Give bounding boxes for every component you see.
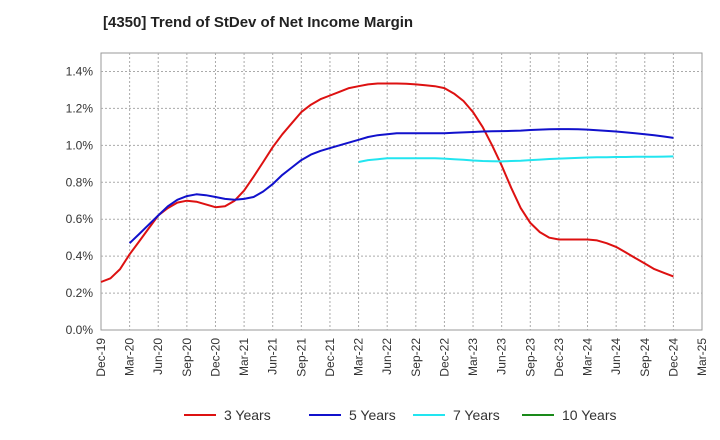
x-tick-label: Sep-21 bbox=[294, 338, 308, 377]
y-tick-label: 0.4% bbox=[66, 249, 94, 263]
series-line-7-years bbox=[358, 155, 674, 163]
x-tick-label: Dec-24 bbox=[666, 338, 680, 377]
x-tick-label: Sep-20 bbox=[180, 338, 194, 377]
x-tick-label: Mar-21 bbox=[237, 338, 251, 376]
x-tick-label: Sep-24 bbox=[638, 338, 652, 377]
x-tick-label: Mar-25 bbox=[695, 338, 709, 376]
series-line-3-years bbox=[100, 82, 674, 283]
x-tick-label: Dec-23 bbox=[552, 338, 566, 377]
x-tick-label: Jun-22 bbox=[380, 338, 394, 375]
x-tick-label: Sep-22 bbox=[409, 338, 423, 377]
chart-title: [4350] Trend of StDev of Net Income Marg… bbox=[103, 14, 414, 31]
series-line-5-years bbox=[128, 128, 674, 244]
x-tick-label: Mar-22 bbox=[352, 338, 366, 376]
x-tick-label: Jun-23 bbox=[495, 338, 509, 375]
legend-label: 7 Years bbox=[453, 407, 500, 423]
x-tick-label: Mar-24 bbox=[581, 338, 595, 376]
y-tick-label: 0.8% bbox=[66, 175, 94, 189]
grid bbox=[101, 53, 702, 330]
legend: 3 Years 5 Years 7 Years 10 Years bbox=[184, 407, 617, 423]
y-tick-label: 0.0% bbox=[66, 323, 94, 337]
plot-area bbox=[100, 52, 703, 331]
legend-label: 5 Years bbox=[349, 407, 396, 423]
x-tick-label: Dec-22 bbox=[437, 338, 451, 377]
legend-label: 10 Years bbox=[562, 407, 617, 423]
x-tick-label: Dec-19 bbox=[94, 338, 108, 377]
x-tick-label: Jun-20 bbox=[151, 338, 165, 375]
legend-label: 3 Years bbox=[224, 407, 271, 423]
x-tick-label: Dec-20 bbox=[208, 338, 222, 377]
y-tick-label: 0.2% bbox=[66, 286, 94, 300]
y-tick-label: 1.2% bbox=[66, 101, 94, 115]
x-tick-label: Mar-23 bbox=[466, 338, 480, 376]
x-tick-label: Jun-21 bbox=[266, 338, 280, 375]
y-axis: 0.0% 0.2% 0.4% 0.6% 0.8% 1.0% 1.2% 1.4% bbox=[66, 64, 94, 337]
y-tick-label: 1.4% bbox=[66, 64, 94, 78]
y-tick-label: 0.6% bbox=[66, 212, 94, 226]
x-tick-label: Mar-20 bbox=[123, 338, 137, 376]
x-tick-label: Sep-23 bbox=[523, 338, 537, 377]
series-group bbox=[100, 82, 674, 283]
x-tick-label: Jun-24 bbox=[609, 338, 623, 375]
x-axis: Dec-19 Mar-20 Jun-20 Sep-20 Dec-20 Mar-21 Jun-… bbox=[94, 338, 709, 377]
y-tick-label: 1.0% bbox=[66, 138, 94, 152]
x-tick-label: Dec-21 bbox=[323, 338, 337, 377]
